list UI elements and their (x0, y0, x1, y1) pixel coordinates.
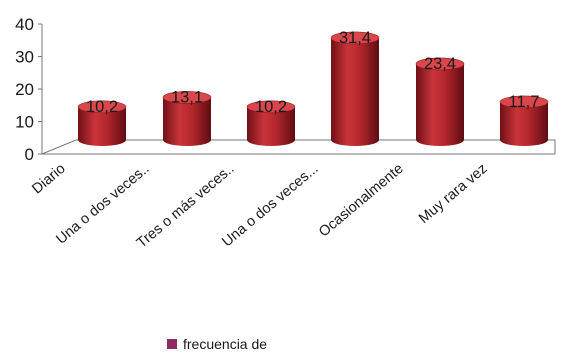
y-axis-ticks: 0 10 20 30 40 (15, 15, 42, 164)
y-tick-label: 20 (15, 80, 34, 99)
legend-swatch (167, 339, 177, 349)
bar-body (247, 106, 295, 146)
legend-label: frecuencia de (183, 336, 267, 352)
bar-series: 10,2 13,1 10,2 31,4 23,4 11,7 (77, 29, 549, 147)
bar-top (162, 91, 212, 104)
data-label: 31,4 (339, 29, 371, 47)
data-label: 10,2 (86, 98, 118, 116)
y-tick-label: 40 (15, 15, 34, 34)
bar-top (499, 95, 549, 109)
bar-body (500, 101, 548, 146)
x-category-label: Diario (29, 161, 68, 198)
x-category-label: Ocasionalmente (316, 161, 407, 241)
bar-top (415, 57, 465, 71)
y-tick-label: 30 (15, 48, 34, 67)
bar-top (330, 31, 380, 45)
bar-body (163, 97, 211, 146)
bar: 31,4 (330, 29, 380, 147)
bar: 10,2 (246, 98, 296, 146)
bar-body (416, 63, 464, 147)
x-category-label: Una o dos veces.. (53, 161, 152, 248)
y-tick-label: 10 (15, 113, 34, 132)
legend: frecuencia de (167, 336, 267, 352)
bar: 13,1 (162, 88, 212, 146)
data-label: 10,2 (255, 98, 287, 116)
bar-top (77, 100, 127, 114)
bar: 11,7 (499, 93, 549, 146)
y-tick-label: 0 (25, 145, 34, 164)
bar-body (78, 106, 126, 146)
x-category-label: Muy rara vez (416, 161, 490, 227)
bar-body (331, 37, 379, 147)
data-label: 11,7 (509, 93, 540, 111)
bar: 10,2 (77, 98, 127, 146)
bar: 23,4 (415, 55, 465, 147)
bar-top (246, 100, 296, 114)
data-label: 23,4 (424, 55, 456, 73)
data-label: 13,1 (171, 88, 203, 106)
